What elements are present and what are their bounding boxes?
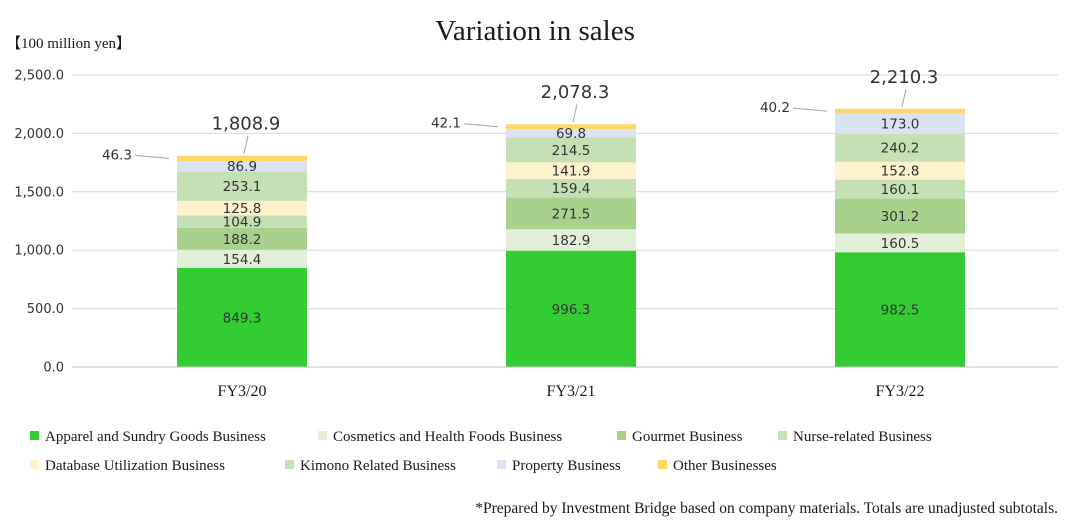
segment-value-label: 160.5 [881,236,920,252]
bar-segment [835,252,965,367]
legend-swatch [30,431,39,440]
legend-swatch [658,460,667,469]
bar-segment [506,137,636,163]
legend-label: Cosmetics and Health Foods Business [333,429,562,445]
y-tick-label: 1,000.0 [14,244,64,259]
legend-swatch [497,460,506,469]
segment-value-label: 271.5 [552,206,591,222]
bar-segment [835,179,965,199]
bar-segment [177,249,307,268]
segment-value-label: 301.2 [881,209,920,225]
legend-swatch [30,460,39,469]
segment-value-label: 125.8 [223,201,262,217]
total-leader-line [243,135,249,154]
legend-label: Gourmet Business [632,429,743,445]
bar-segment [506,197,636,230]
bar-segment [177,200,307,216]
x-category-label: FY3/21 [547,383,596,400]
bar-segment [835,108,965,114]
leader-line [134,154,170,159]
total-label: 1,808.9 [212,114,281,135]
legend-swatch [318,431,327,440]
y-tick-label: 2,000.0 [14,127,64,142]
segment-value-label: 141.9 [552,164,591,180]
segment-value-label: 996.3 [552,302,591,318]
bar-segment [177,215,307,228]
axes: 0.0 500.0 1,000.0 1,500.0 2,000.0 2,500.0 FY3/… [14,69,1058,400]
segment-value-label: 188.2 [223,232,262,248]
segment-value-label: 152.8 [881,164,920,180]
bars [177,108,965,367]
segment-value-label: 173.0 [881,117,920,133]
segment-value-label: 46.3 [102,147,132,163]
bar-segment [506,129,636,138]
bar-segment [835,233,965,253]
bar-segment [835,113,965,134]
legend-swatch [617,431,626,440]
leader-line [463,123,499,128]
legend: Apparel and Sundry Goods Business Cosmeti… [30,429,932,474]
total-label: 2,078.3 [541,82,610,103]
segment-value-label: 159.4 [552,181,591,197]
legend-label: Kimono Related Business [300,458,456,474]
segment-value-label: 40.2 [760,100,790,116]
bar-segment [177,171,307,201]
legend-label: Other Businesses [673,458,777,474]
footnote: *Prepared by Investment Bridge based on … [475,500,1058,517]
segment-value-label: 182.9 [552,233,591,249]
y-tick-label: 500.0 [27,302,64,317]
leader-line [792,107,828,112]
legend-swatch [285,460,294,469]
bar-segment [177,267,307,367]
segment-value-label: 86.9 [227,159,257,175]
y-tick-label: 1,500.0 [14,185,64,200]
chart-title: Variation in sales [435,15,635,47]
bar-segment [506,124,636,130]
segment-value-label: 214.5 [552,143,591,159]
bar-segment [506,250,636,367]
segment-value-label: 982.5 [881,303,920,319]
segment-value-label: 849.3 [223,310,262,326]
segment-value-label: 69.8 [556,126,586,142]
bar-segment [835,161,965,180]
bar-segment [177,155,307,162]
legend-label: Nurse-related Business [793,429,932,445]
bar-segment [835,133,965,162]
segment-value-label: 253.1 [223,179,262,195]
total-label: 2,210.3 [870,67,939,88]
legend-swatch [778,431,787,440]
bar-segment [177,227,307,250]
legend-label: Property Business [512,458,621,474]
legend-label: Database Utilization Business [45,458,225,474]
x-category-label: FY3/22 [876,383,925,400]
bar-segment [506,229,636,251]
segment-value-label: 154.4 [223,252,262,268]
bar-segment [835,198,965,234]
bar-segment [506,178,636,198]
y-axis-unit-label: 【100 million yen】 [6,35,131,52]
legend-label: Apparel and Sundry Goods Business [45,429,266,445]
segment-value-label: 42.1 [431,116,461,132]
x-category-label: FY3/20 [218,383,267,400]
y-tick-label: 2,500.0 [14,69,64,84]
total-leader-line [572,104,578,123]
bar-segment [506,162,636,179]
segment-value-label: 240.2 [881,141,920,157]
y-tick-label: 0.0 [43,361,64,376]
bar-segment [177,161,307,172]
segment-value-label: 160.1 [881,182,920,198]
total-leader-line [901,88,907,107]
segment-value-label: 104.9 [223,215,262,231]
